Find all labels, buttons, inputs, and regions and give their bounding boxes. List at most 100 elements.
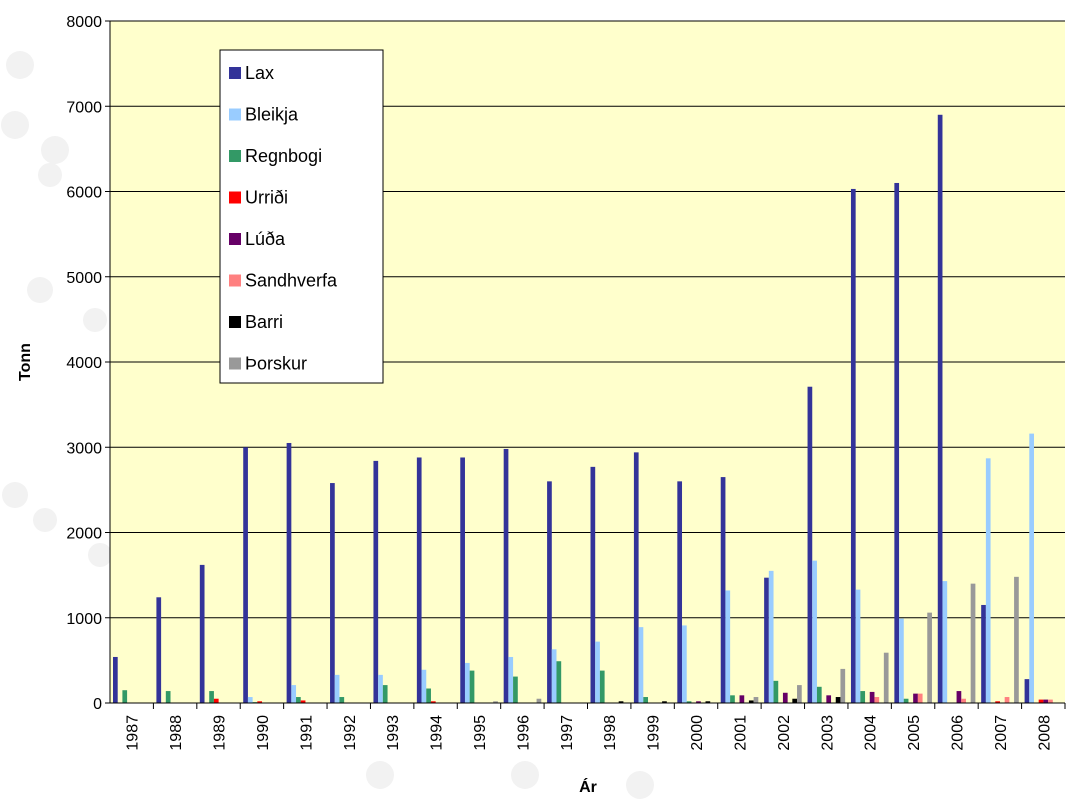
bar (686, 701, 692, 703)
x-tick-label: 2004 (863, 715, 880, 751)
bar (903, 698, 909, 703)
bar (942, 581, 948, 703)
bar (850, 188, 856, 703)
bar (961, 698, 966, 703)
bar (508, 656, 514, 703)
x-tick-label: 2008 (1036, 715, 1053, 751)
bar (748, 700, 754, 703)
bar (812, 560, 817, 703)
bar (937, 114, 943, 703)
y-tick-label: 1000 (66, 611, 102, 628)
bar (725, 590, 731, 703)
bar (421, 669, 427, 703)
bar (682, 625, 687, 703)
bar (985, 458, 991, 703)
legend-label: Barri (245, 312, 283, 332)
bar (1024, 679, 1030, 703)
y-tick-label: 7000 (66, 99, 102, 116)
bar (797, 685, 802, 703)
bar (1014, 576, 1019, 703)
bar (894, 182, 900, 704)
bar (677, 481, 683, 703)
bar (826, 695, 832, 703)
x-tick-label: 1996 (515, 715, 532, 751)
y-axis-label: Tonn (17, 343, 34, 381)
x-tick-label: 1989 (212, 715, 229, 751)
bar (247, 697, 253, 703)
bar (633, 452, 639, 703)
bar (378, 674, 383, 703)
bar (739, 695, 745, 703)
bar (556, 661, 562, 703)
bar (213, 698, 219, 703)
bar (416, 457, 422, 703)
bar (899, 618, 904, 703)
x-tick-label: 1991 (298, 715, 315, 751)
x-tick-label: 1990 (255, 715, 272, 751)
bar (696, 701, 701, 703)
bar (913, 693, 918, 703)
bar (426, 688, 431, 703)
legend-label: Lax (245, 63, 274, 83)
bar (595, 641, 600, 703)
bar (869, 691, 875, 703)
bar (286, 442, 292, 703)
y-tick-label: 2000 (66, 526, 102, 543)
bar (927, 612, 932, 703)
legend-label: Regnbogi (245, 146, 322, 166)
bar (334, 674, 340, 703)
bar (551, 649, 557, 703)
bar (705, 701, 711, 703)
bar (816, 686, 822, 703)
bar (300, 700, 306, 703)
bar (464, 662, 470, 703)
x-tick-label: 2006 (949, 715, 966, 751)
y-tick-label: 4000 (66, 355, 102, 372)
bar (970, 583, 976, 703)
x-tick-label: 2002 (776, 715, 793, 751)
bar (513, 676, 518, 703)
bar (257, 701, 263, 703)
x-tick-label: 2000 (689, 715, 706, 751)
x-tick-label: 1995 (472, 715, 489, 751)
bar (296, 697, 301, 703)
bar (981, 604, 986, 703)
bar (840, 668, 846, 703)
x-tick-label: 2005 (906, 715, 923, 751)
x-tick-label: 2007 (993, 715, 1010, 751)
bar (291, 685, 297, 703)
bar (855, 589, 861, 703)
x-tick-label: 1998 (602, 715, 619, 751)
bar (156, 597, 162, 703)
bar (995, 701, 1000, 703)
bar (917, 693, 923, 703)
x-tick-label: 2001 (732, 715, 749, 751)
legend-label: Lúða (245, 229, 286, 249)
bar (547, 481, 552, 703)
x-tick-label: 1993 (385, 715, 402, 751)
bar (330, 483, 335, 703)
legend-label: Sandhverfa (245, 271, 338, 291)
legend-swatch (229, 357, 241, 370)
x-axis-label: Ár (579, 777, 597, 796)
x-tick-label: 2003 (819, 715, 836, 751)
bar (199, 564, 205, 703)
bar (835, 697, 841, 703)
bar (730, 695, 735, 703)
bar (460, 457, 465, 703)
decor (1, 51, 654, 799)
bar (874, 697, 880, 703)
bar (768, 570, 774, 703)
bar (782, 692, 788, 703)
legend-swatch (229, 316, 241, 328)
bar (1038, 699, 1044, 703)
x-tick-label: 1999 (646, 715, 663, 751)
bar (638, 627, 644, 703)
bar (1048, 699, 1053, 703)
bar (165, 691, 171, 703)
bar (536, 698, 542, 703)
bar (1043, 699, 1049, 703)
y-tick-label: 0 (93, 696, 102, 713)
bar (753, 697, 759, 703)
